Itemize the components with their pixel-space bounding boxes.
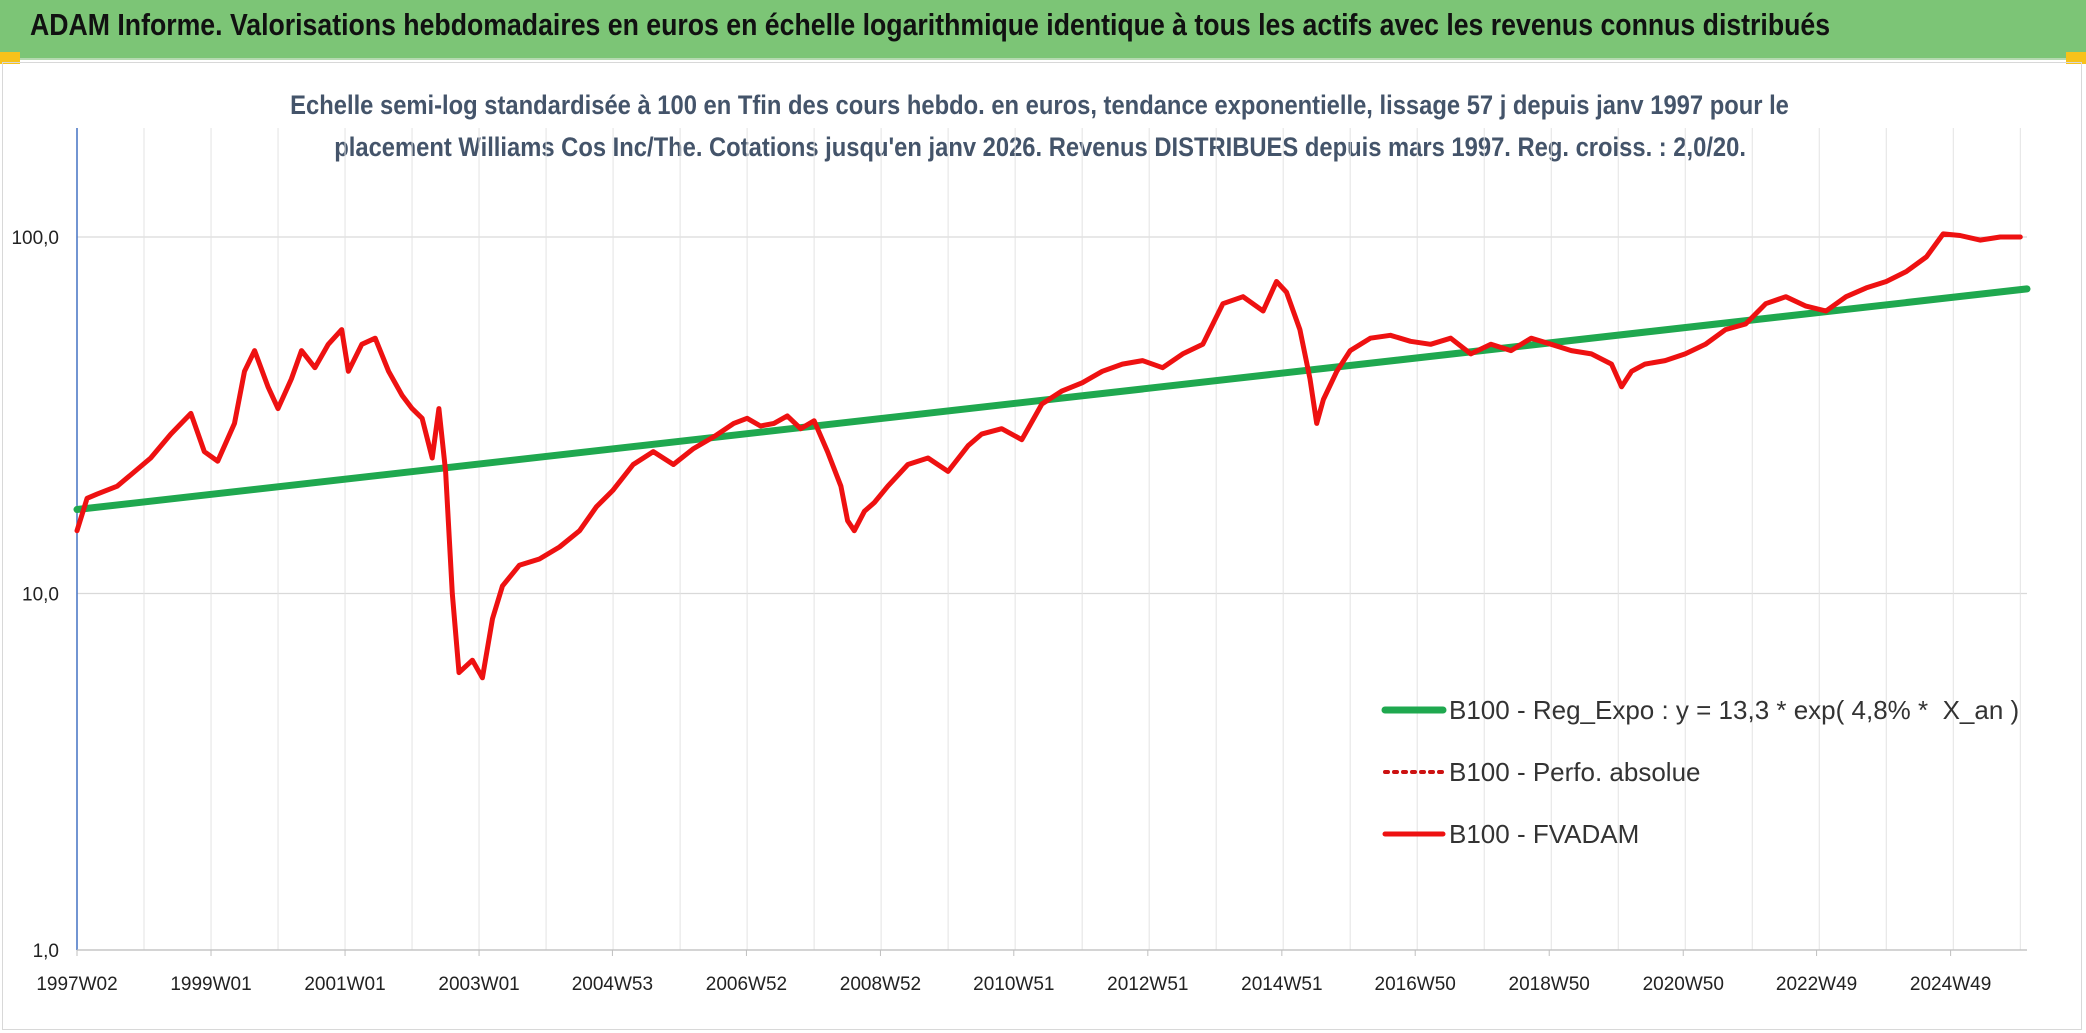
chart-subtitle-line-2: placement Williams Cos Inc/The. Cotation… xyxy=(334,132,1746,162)
x-tick-label-3: 2003W01 xyxy=(438,974,519,995)
report-banner: ADAM Informe. Valorisations hebdomadaire… xyxy=(0,0,2086,60)
x-tick-label-8: 2012W51 xyxy=(1107,974,1188,995)
corner-marker-left xyxy=(0,52,20,64)
x-tick-label-2: 2001W01 xyxy=(304,974,385,995)
x-tick-label-12: 2020W50 xyxy=(1643,974,1724,995)
fvadam-line xyxy=(74,231,2023,681)
legend-label-0: B100 - Reg_Expo : y = 13,3 * exp( 4,8% *… xyxy=(1449,695,2019,725)
legend-label-1: B100 - Perfo. absolue xyxy=(1449,757,1701,787)
grid xyxy=(77,128,2027,951)
report-title: ADAM Informe. Valorisations hebdomadaire… xyxy=(30,7,1831,42)
x-tick-label-6: 2008W52 xyxy=(840,974,921,995)
corner-marker-right xyxy=(2066,52,2086,64)
axes: 1,0 10,0 100,0 1997W02 1999W01 2001W01 2003W01… xyxy=(11,128,2027,995)
chart-subtitle-line-1: Echelle semi-log standardisée à 100 en T… xyxy=(290,90,1790,120)
x-tick-label-10: 2016W50 xyxy=(1375,974,1456,995)
legend: B100 - Reg_Expo : y = 13,3 * exp( 4,8% *… xyxy=(1381,695,2019,849)
x-tick-label-1: 1999W01 xyxy=(170,974,251,995)
series xyxy=(73,231,2031,681)
x-tick-label-0: 1997W02 xyxy=(36,974,117,995)
x-tick-label-11: 2018W50 xyxy=(1509,974,1590,995)
y-tick-label-2: 100,0 xyxy=(11,228,59,249)
x-tick-label-4: 2004W53 xyxy=(572,974,653,995)
x-tick-label-9: 2014W51 xyxy=(1241,974,1322,995)
x-tick-label-7: 2010W51 xyxy=(973,974,1054,995)
y-tick-label-1: 10,0 xyxy=(22,585,59,606)
x-tick-label-5: 2006W52 xyxy=(706,974,787,995)
x-tick-label-14: 2024W49 xyxy=(1910,974,1991,995)
legend-label-2: B100 - FVADAM xyxy=(1449,819,1639,849)
x-tick-label-13: 2022W49 xyxy=(1776,974,1857,995)
y-tick-label-0: 1,0 xyxy=(33,941,59,962)
